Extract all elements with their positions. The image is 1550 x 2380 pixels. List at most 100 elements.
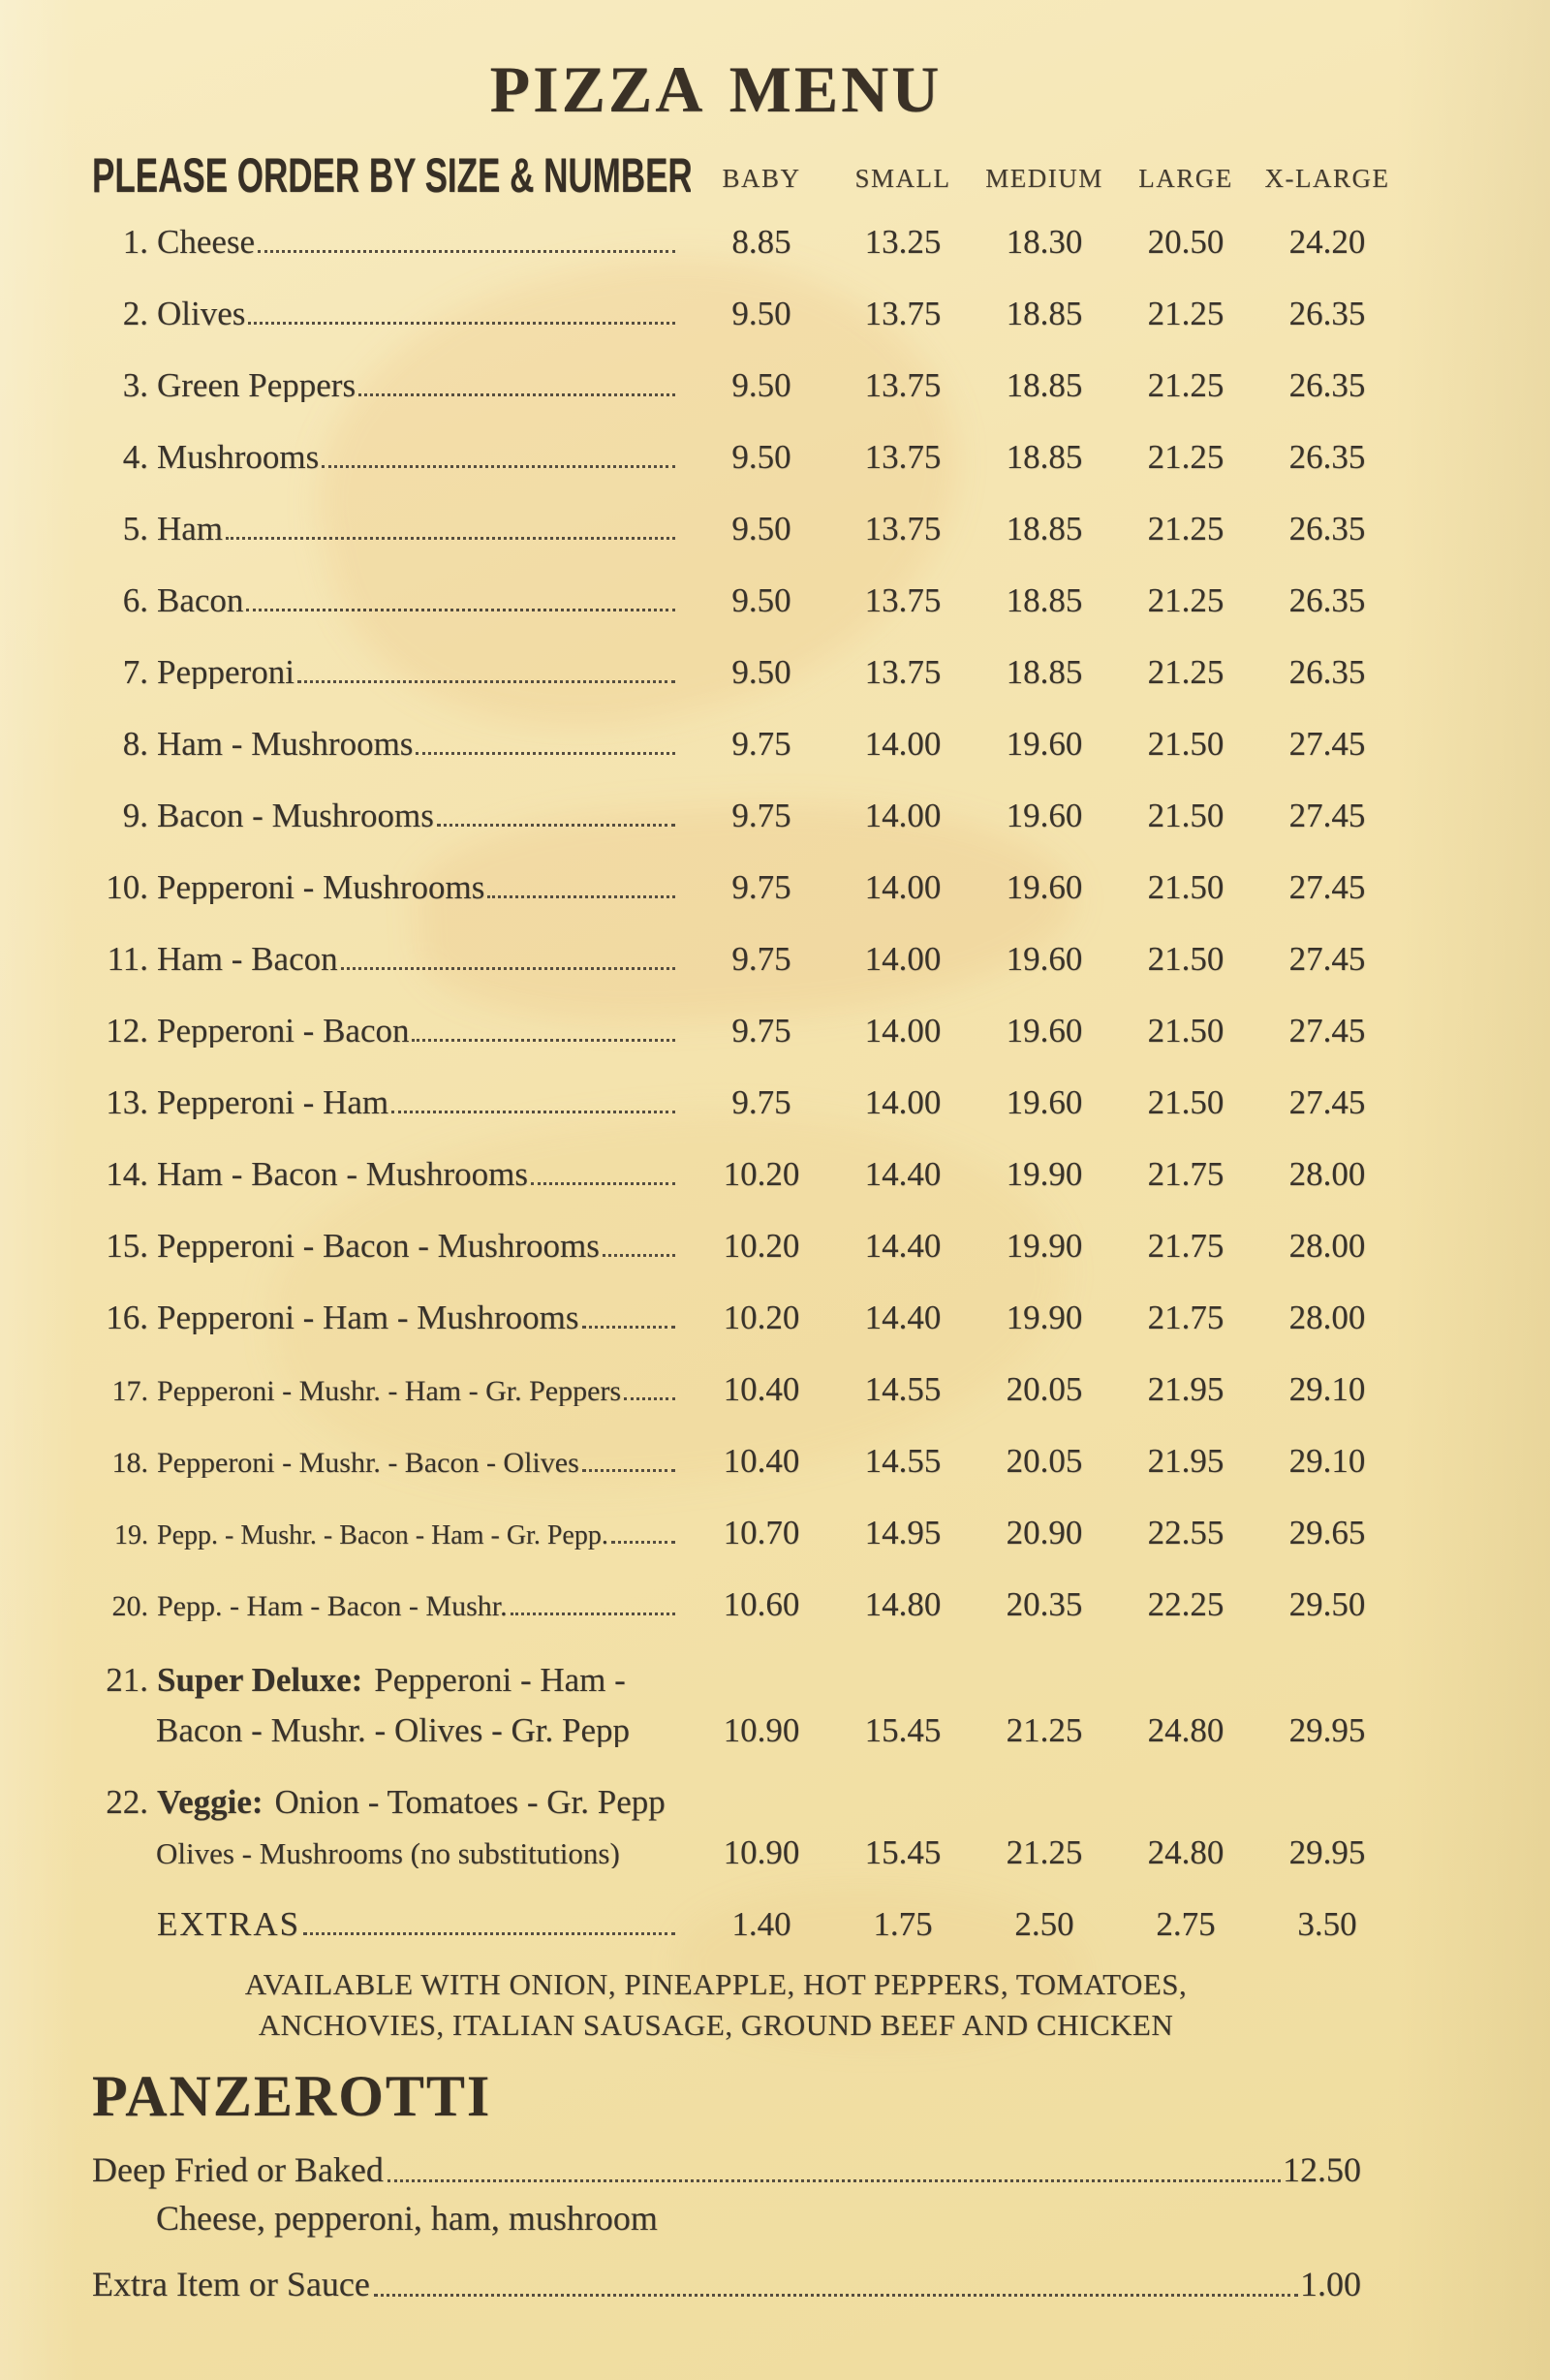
extras-price-small: 1.75 [873, 1905, 933, 1943]
column-header-large: LARGE [1138, 164, 1233, 193]
item-number: 21. [106, 1661, 148, 1699]
dot-leader [246, 607, 675, 611]
item-number: 19. [114, 1522, 148, 1550]
item-number: 16. [106, 1300, 148, 1334]
dot-leader [358, 391, 675, 396]
price-medium: 19.60 [1006, 1012, 1083, 1049]
menu-item-row: 21. Super Deluxe: Pepperoni - Ham - Bacon… [92, 1663, 1398, 1747]
item-number: 1. [122, 225, 148, 259]
item-name: Ham [157, 512, 224, 546]
menu-item-row: 5. Ham 9.50 13.75 18.85 21.25 26.35 [92, 512, 1398, 546]
price-medium: 20.05 [1006, 1370, 1083, 1408]
price-medium: 19.60 [1006, 940, 1083, 978]
menu-item-row: 19. Pepp. - Mushr. - Bacon - Ham - Gr. P… [92, 1516, 1398, 1550]
price-baby: 9.50 [731, 438, 791, 476]
order-instruction: PLEASE ORDER BY SIZE & NUMBER [92, 151, 691, 200]
extras-name-cell: EXTRAS [92, 1907, 691, 1941]
column-header-xlarge: X-LARGE [1264, 164, 1390, 193]
panzerotti-row: Extra Item or Sauce 1.00 [92, 2267, 1398, 2302]
item-name: Pepp. - Mushr. - Bacon - Ham - Gr. Pepp. [157, 1522, 608, 1550]
item-number: 11. [107, 942, 148, 976]
price-medium: 20.35 [1006, 1585, 1083, 1623]
menu-item-row: 10. Pepperoni - Mushrooms 9.75 14.00 19.… [92, 870, 1398, 904]
price-large: 21.25 [1147, 581, 1224, 619]
item-name-cell: 1. Cheese [92, 225, 691, 259]
menu-content: PIZZA MENU PLEASE ORDER BY SIZE & NUMBER… [92, 48, 1398, 2302]
dot-leader [226, 535, 675, 540]
dot-leader [387, 2177, 1281, 2182]
price-small: 14.55 [864, 1442, 942, 1480]
price-small: 14.00 [864, 797, 942, 834]
price-xlarge: 29.50 [1288, 1585, 1366, 1623]
price-medium: 19.60 [1006, 868, 1083, 906]
price-small: 13.75 [864, 510, 942, 548]
price-xlarge: 27.45 [1288, 1012, 1366, 1049]
item-name: Bacon [157, 583, 244, 617]
price-xlarge: 27.45 [1288, 868, 1366, 906]
price-large: 21.75 [1147, 1155, 1224, 1193]
item-name: Pepp. - Ham - Bacon - Mushr. [157, 1592, 508, 1621]
dot-leader [581, 1467, 675, 1472]
item-number: 20. [111, 1592, 149, 1621]
price-medium: 18.85 [1006, 295, 1083, 332]
menu-item-row: 20. Pepp. - Ham - Bacon - Mushr. 10.60 1… [92, 1587, 1398, 1621]
column-header-baby: BABY [722, 164, 801, 193]
price-large: 21.25 [1147, 653, 1224, 691]
price-large: 21.50 [1147, 868, 1224, 906]
item-name-cell: Olives - Mushrooms (no substitutions) [92, 1838, 691, 1868]
menu-item-row: 12. Pepperoni - Bacon 9.75 14.00 19.60 2… [92, 1014, 1398, 1048]
dot-leader [416, 750, 675, 755]
dot-leader [531, 1180, 675, 1185]
item-name-cell: 18. Pepperoni - Mushr. - Bacon - Olives [92, 1449, 691, 1478]
item-name: Pepperoni [157, 655, 294, 689]
price-baby: 9.75 [731, 797, 791, 834]
item-bold-label: Super Deluxe: [157, 1661, 363, 1699]
menu-item-row: 7. Pepperoni 9.50 13.75 18.85 21.25 26.3… [92, 655, 1398, 689]
price-small: 14.80 [864, 1585, 942, 1623]
menu-item-row: 18. Pepperoni - Mushr. - Bacon - Olives … [92, 1444, 1398, 1478]
price-xlarge: 29.10 [1288, 1442, 1366, 1480]
price-small: 14.95 [864, 1514, 942, 1551]
available-toppings-note: AVAILABLE WITH ONION, PINEAPPLE, HOT PEP… [92, 1964, 1398, 2046]
extras-label: EXTRAS [157, 1907, 301, 1941]
price-xlarge: 26.35 [1288, 438, 1366, 476]
item-number: 22. [106, 1783, 148, 1821]
price-medium: 18.85 [1006, 366, 1083, 404]
price-baby: 9.50 [731, 581, 791, 619]
price-baby: 10.60 [723, 1585, 800, 1623]
dot-leader [610, 1539, 675, 1544]
item-name: Cheese [157, 225, 256, 259]
price-xlarge: 26.35 [1288, 366, 1366, 404]
dot-leader [296, 678, 675, 683]
order-instruction-cell: PLEASE ORDER BY SIZE & NUMBER [92, 151, 691, 200]
item-name: Mushrooms [157, 440, 320, 474]
extras-price-medium: 2.50 [1014, 1905, 1074, 1943]
note-line-2: ANCHOVIES, ITALIAN SAUSAGE, GROUND BEEF … [258, 2008, 1174, 2042]
price-large: 21.25 [1147, 510, 1224, 548]
price-baby: 9.75 [731, 1083, 791, 1121]
price-small: 13.75 [864, 581, 942, 619]
dot-leader [322, 463, 675, 468]
price-large: 21.50 [1147, 797, 1224, 834]
dot-leader [258, 248, 675, 253]
dot-leader [340, 965, 675, 970]
price-medium: 19.60 [1006, 797, 1083, 834]
price-xlarge: 29.95 [1288, 1833, 1366, 1871]
price-baby: 10.90 [723, 1711, 800, 1749]
dot-leader [624, 1395, 675, 1400]
price-large: 24.80 [1147, 1833, 1224, 1871]
price-xlarge: 28.00 [1288, 1155, 1366, 1193]
price-baby: 10.40 [723, 1442, 800, 1480]
item-name-cell: 12. Pepperoni - Bacon [92, 1014, 691, 1048]
price-xlarge: 28.00 [1288, 1299, 1366, 1336]
item-number: 10. [106, 870, 148, 904]
item-name-cell: 4. Mushrooms [92, 440, 691, 474]
price-medium: 18.30 [1006, 223, 1083, 261]
price-xlarge: 29.65 [1288, 1514, 1366, 1551]
item-name-continued: Olives - Mushrooms (no substitutions) [156, 1838, 620, 1868]
item-name-cell: 15. Pepperoni - Bacon - Mushrooms [92, 1229, 691, 1263]
price-small: 15.45 [864, 1833, 942, 1871]
price-large: 22.25 [1147, 1585, 1224, 1623]
panzerotti-title: PANZEROTTI [92, 2064, 492, 2128]
